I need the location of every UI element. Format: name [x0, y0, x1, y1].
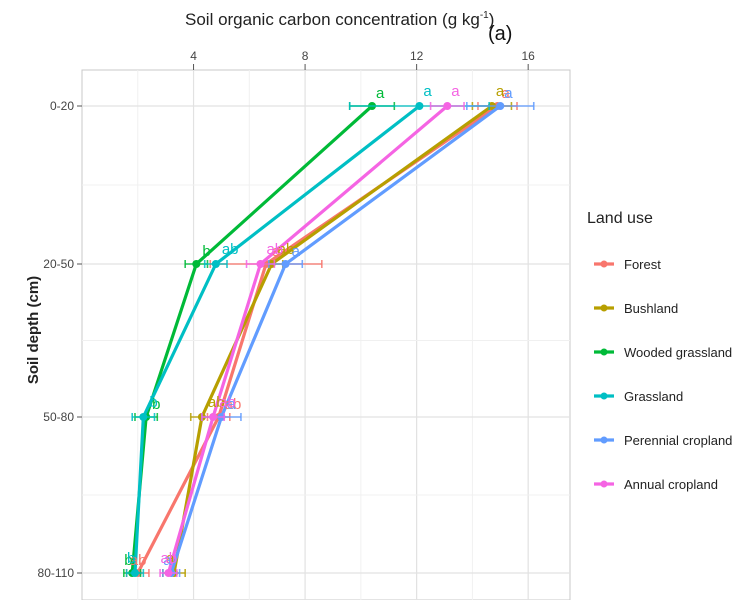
significance-letter: b — [124, 552, 132, 569]
series-line — [169, 104, 502, 574]
significance-letter: ab — [160, 550, 177, 567]
series-grassland — [125, 102, 490, 577]
legend-key-point — [600, 260, 608, 268]
significance-letter: ab — [225, 396, 242, 413]
data-point — [211, 260, 220, 268]
x-tick-label: 4 — [190, 49, 197, 63]
y-tick-label: 20-50 — [43, 257, 74, 271]
data-point — [496, 102, 505, 110]
x-tick-label: 16 — [521, 49, 535, 63]
data-point — [130, 569, 139, 577]
legend-item: Bushland — [594, 301, 678, 316]
y-tick-label: 80-110 — [38, 566, 75, 580]
legend-key-point — [600, 392, 608, 400]
significance-letter: b — [202, 243, 210, 260]
significance-letter: a — [166, 550, 175, 567]
data-point — [415, 102, 424, 110]
data-point — [209, 413, 218, 421]
series-line — [166, 104, 449, 574]
legend-item: Forest — [594, 257, 661, 272]
y-tick-label: 0-20 — [50, 99, 74, 113]
x-axis-title-end: ) — [489, 10, 495, 29]
legend-item: Wooded grassland — [594, 345, 732, 360]
significance-letter: a — [272, 243, 281, 260]
y-tick-label: 50-80 — [43, 410, 74, 424]
plot-panel — [81, 69, 571, 600]
legend-label: Bushland — [624, 301, 678, 316]
x-axis-title-main: Soil organic carbon concentration (g kg — [185, 10, 480, 29]
series-annual-cropland — [159, 102, 465, 577]
panel-label: (a) — [488, 23, 512, 45]
significance-letter: a — [292, 243, 301, 260]
series-layer — [123, 102, 535, 577]
y-axis-title: Soil depth (cm) — [25, 276, 42, 384]
significance-letter: a — [376, 85, 385, 102]
significance-letter: a — [451, 83, 460, 100]
significance-letter: a — [227, 396, 236, 413]
legend: Land use Forest Bushland Wooded grassland G… — [587, 210, 732, 492]
x-axis-ticks: 4 8 12 16 — [190, 49, 535, 70]
x-axis-title-superscript: -1 — [480, 10, 489, 21]
x-axis-title: Soil organic carbon concentration (g kg-… — [185, 10, 494, 29]
significance-letter: a — [423, 83, 432, 100]
legend-key-point — [600, 436, 608, 444]
significance-letter: ab — [278, 241, 295, 258]
significance-letter: ab — [130, 552, 147, 569]
significance-letter: ab — [266, 241, 283, 258]
data-point — [443, 102, 452, 110]
x-tick-label: 12 — [410, 49, 424, 63]
significance-letter: ab — [219, 394, 236, 411]
legend-label: Annual cropland — [624, 477, 718, 492]
legend-key-point — [600, 304, 608, 312]
legend-item: Grassland — [594, 389, 683, 404]
significance-letter: a — [504, 85, 513, 102]
legend-title: Land use — [587, 210, 653, 227]
legend-item: Annual cropland — [594, 477, 718, 492]
significance-letter: a — [501, 85, 510, 102]
significance-letter: a — [496, 83, 505, 100]
data-point — [139, 413, 148, 421]
data-point — [164, 569, 173, 577]
legend-item: Perennial cropland — [594, 433, 732, 448]
significance-letter: a — [163, 552, 172, 569]
legend-label: Wooded grassland — [624, 345, 732, 360]
data-point — [256, 260, 265, 268]
legend-label: Perennial cropland — [624, 433, 732, 448]
data-point — [192, 260, 201, 268]
significance-letter: b — [152, 396, 160, 413]
significance-letter: ab — [222, 241, 239, 258]
legend-label: Forest — [624, 257, 661, 272]
significance-letter: b — [149, 394, 157, 411]
x-tick-label: 8 — [302, 49, 309, 63]
data-point — [281, 260, 290, 268]
significance-letter: b — [127, 550, 135, 567]
legend-label: Grassland — [624, 389, 683, 404]
significance-letter: ab — [208, 394, 225, 411]
legend-key-point — [600, 348, 608, 356]
y-axis-ticks: 0-20 20-50 50-80 80-110 — [38, 99, 82, 580]
legend-key-point — [600, 480, 608, 488]
series-line — [133, 104, 421, 574]
